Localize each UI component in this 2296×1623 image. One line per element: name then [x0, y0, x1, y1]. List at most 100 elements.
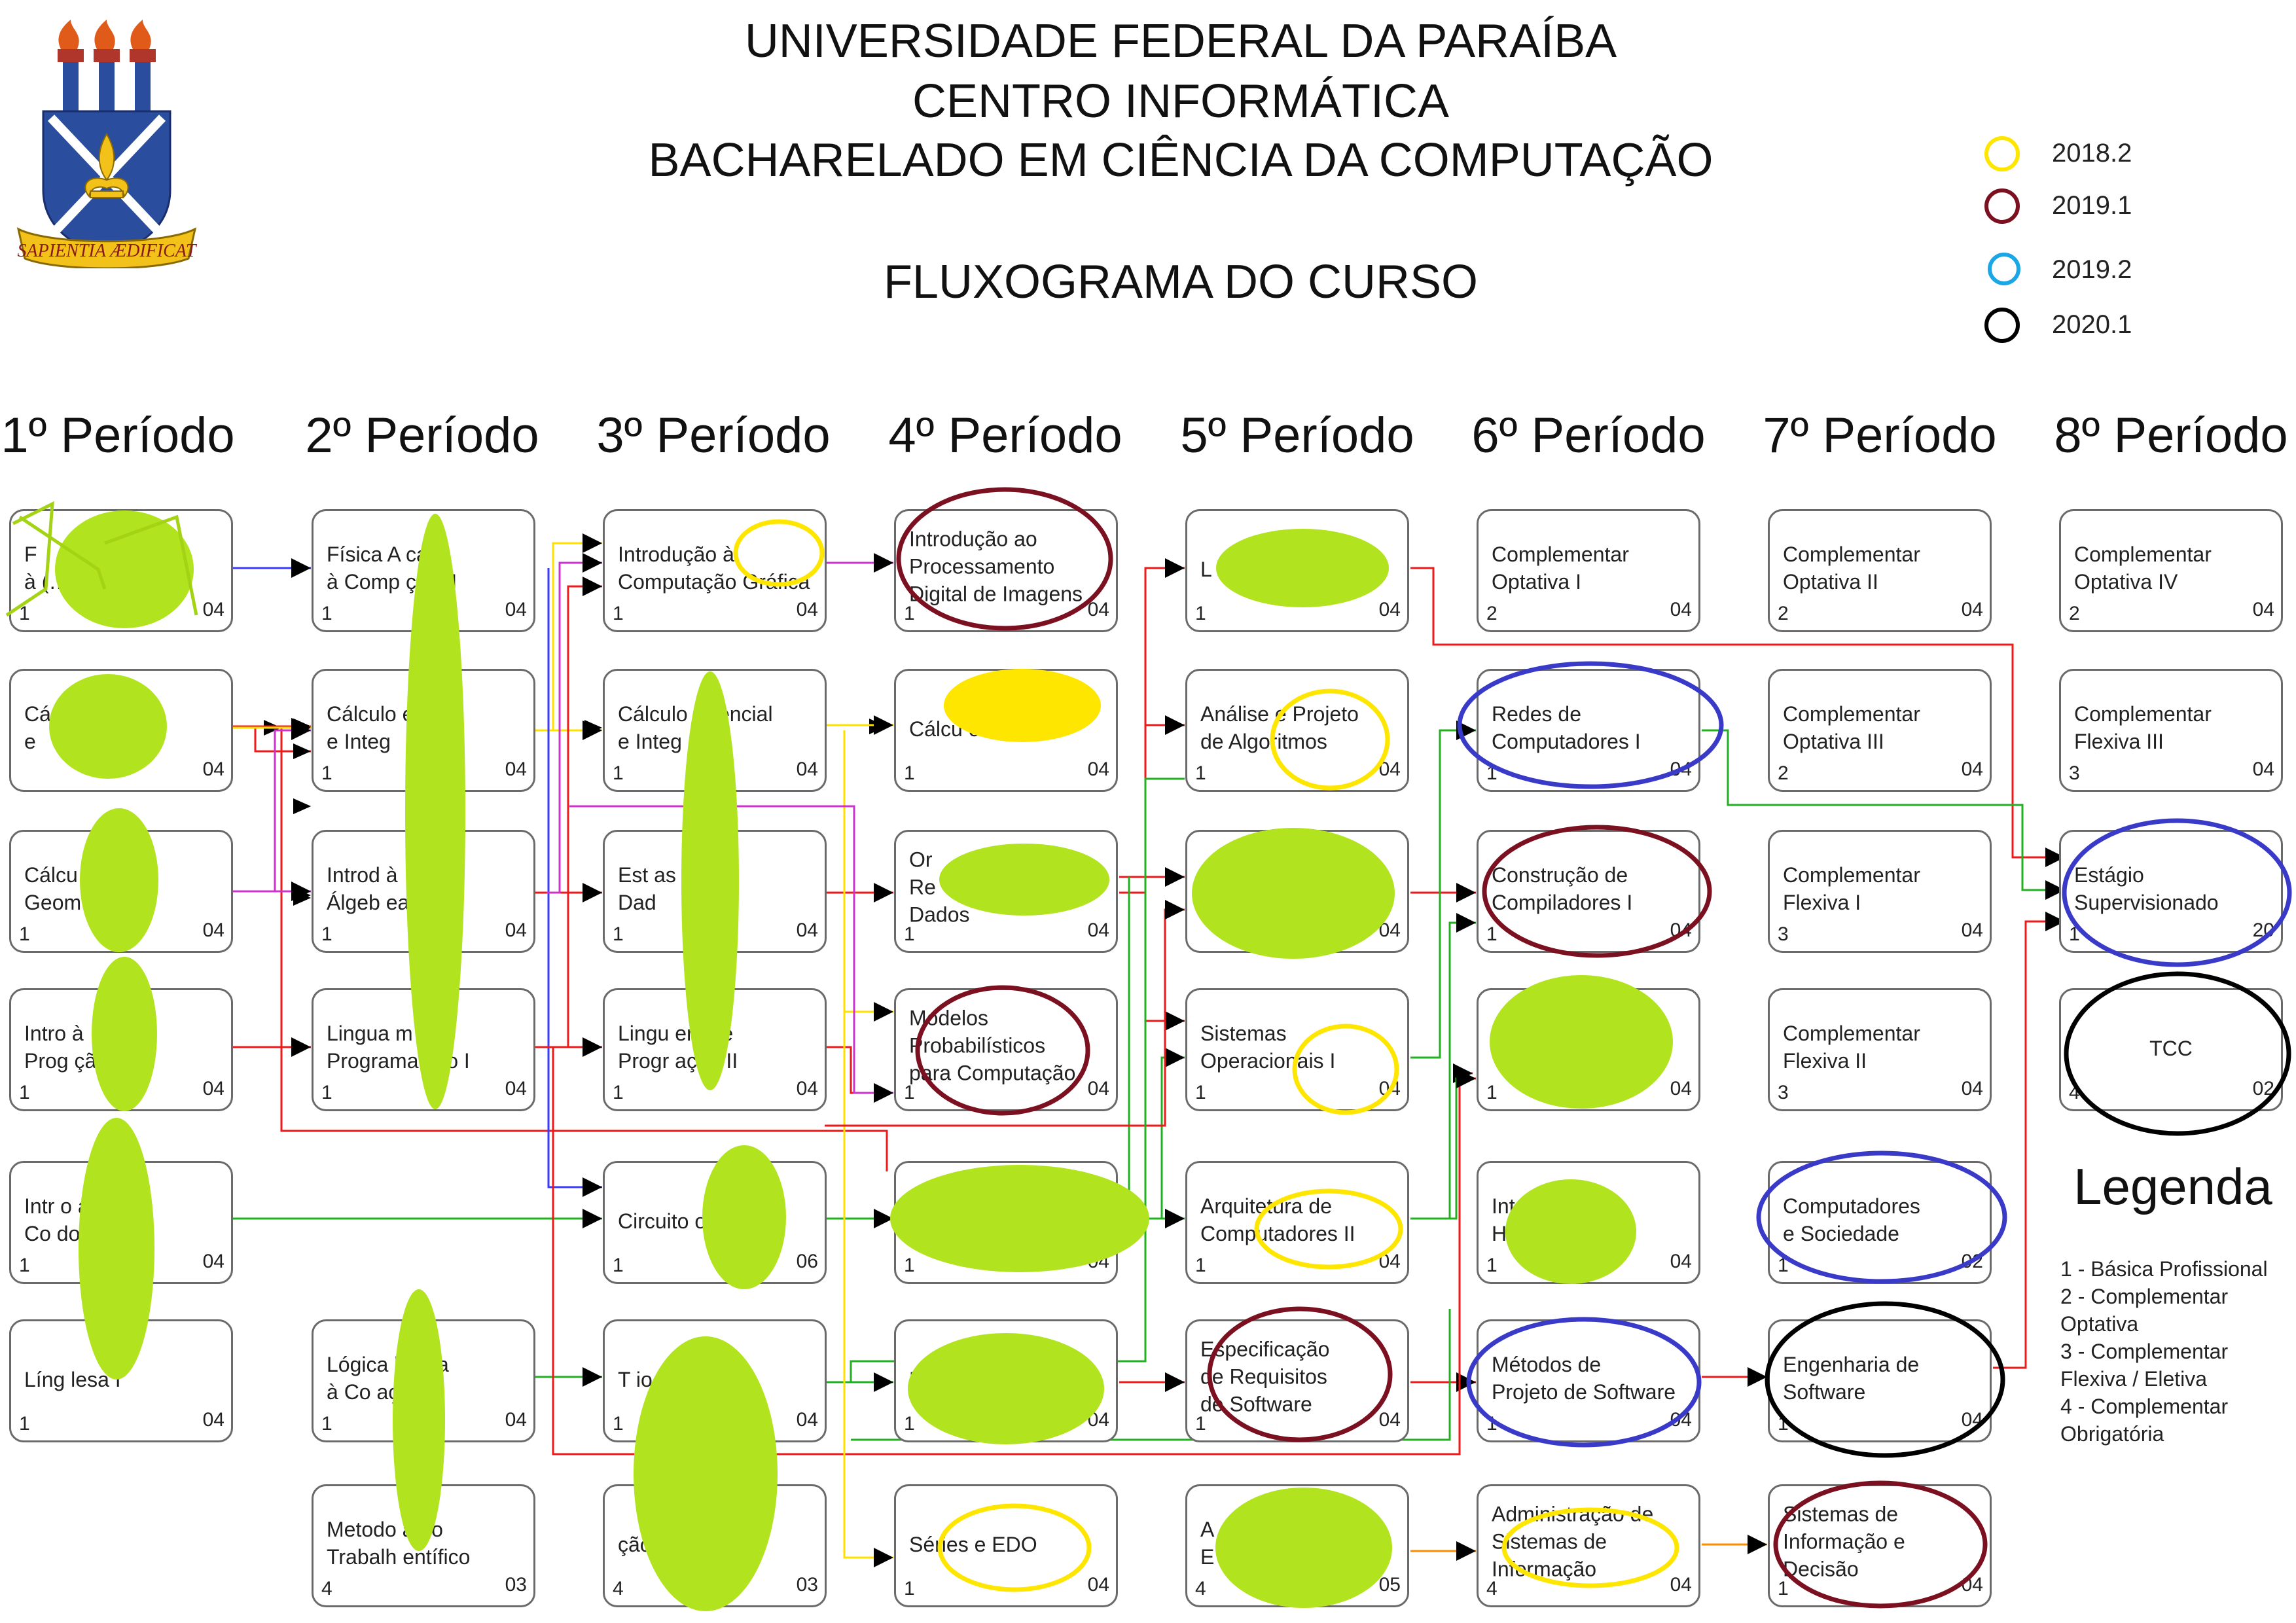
course-box[interactable]: Análise e Projeto de Algoritmos 1 04 [1185, 669, 1409, 792]
course-credits: 04 [202, 758, 224, 780]
course-box[interactable]: Complementar Optativa I 2 04 [1477, 509, 1700, 632]
course-credits: 04 [505, 1409, 527, 1431]
course-box[interactable]: Complementar Optativa II 2 04 [1768, 509, 1992, 632]
course-name: Intro à Prog ção [24, 1021, 109, 1073]
course-type: 2 [2069, 603, 2080, 624]
green-mark [1490, 975, 1673, 1109]
course-credits: 04 [505, 758, 527, 780]
course-type: 3 [1778, 1082, 1789, 1103]
course-credits: 04 [202, 1251, 224, 1272]
green-mark [1215, 1488, 1392, 1608]
green-mark [1192, 828, 1395, 959]
course-credits: 04 [796, 599, 818, 620]
legend-item: 1 - Básica Profissional [2060, 1257, 2268, 1281]
highlight-2019-1 [1207, 1306, 1393, 1442]
course-box[interactable]: Sistemas Operacionais I 1 04 [1185, 988, 1409, 1111]
course-credits: 04 [1378, 1409, 1401, 1431]
course-credits: 04 [1087, 599, 1109, 620]
year-legend-label: 2019.1 [2052, 191, 2132, 220]
course-type: 1 [1778, 1578, 1789, 1599]
year-legend-label: 2018.2 [2052, 139, 2132, 168]
highlight-2018-2 [1501, 1507, 1679, 1588]
course-type: 1 [1486, 1255, 1498, 1276]
course-box[interactable]: Redes de Computadores I 1 04 [1477, 669, 1700, 792]
connector-calc-cg [552, 533, 602, 730]
course-credits: 06 [796, 1251, 818, 1272]
course-type: 1 [19, 1255, 30, 1276]
course-type: 1 [1195, 603, 1206, 624]
course-box[interactable]: Complementar Flexiva I 3 04 [1768, 830, 1992, 953]
course-credits: 05 [1378, 1574, 1401, 1596]
course-credits: 04 [796, 758, 818, 780]
course-type: 1 [1195, 1413, 1206, 1435]
year-legend-circle-2018-2 [1984, 136, 2020, 171]
course-name: A E [1200, 1517, 1215, 1569]
course-box[interactable]: Complementar Optativa IV 2 04 [2059, 509, 2283, 632]
course-name: Introdução à Computação Gráfica [618, 542, 810, 594]
course-type: 1 [1195, 1082, 1206, 1103]
year-legend-label: 2020.1 [2052, 310, 2132, 339]
course-box[interactable]: Estágio Supervisionado 1 20 [2059, 830, 2283, 953]
course-credits: 04 [505, 1078, 527, 1099]
course-name: Computadores e Sociedade [1783, 1194, 1920, 1245]
course-box[interactable]: Introdução à Computação Gráfica 1 04 [603, 509, 827, 632]
course-credits: 04 [505, 919, 527, 941]
connector-l-lp [893, 1069, 1476, 1455]
course-type: 1 [613, 1082, 624, 1103]
course-type: 1 [321, 762, 332, 784]
course-box[interactable]: Métodos de Projeto de Software 1 04 [1477, 1319, 1700, 1442]
highlight-2018-2 [1270, 688, 1390, 791]
course-type: 1 [904, 1578, 915, 1599]
course-box[interactable]: Engenharia de Software 1 04 [1768, 1319, 1992, 1442]
scribble-mark [5, 501, 198, 617]
highlight-2019-1 [1482, 825, 1712, 958]
course-name: Redes de Computadores I [1492, 702, 1641, 753]
course-name: Construção de Compiladores I [1492, 863, 1633, 914]
connector-calc-series [843, 730, 893, 1567]
course-type: 1 [613, 1255, 624, 1276]
course-type: 1 [1195, 1255, 1206, 1276]
course-credits: 04 [202, 919, 224, 941]
course-box[interactable]: TCC 4 02 [2059, 988, 2283, 1111]
course-name: Estágio Supervisionado [2074, 863, 2219, 914]
course-name: Sistemas Operacionais I [1200, 1021, 1336, 1073]
legend-title: Legenda [2073, 1158, 2272, 1215]
highlight-2018-2 [1254, 1188, 1403, 1270]
course-type: 3 [2069, 762, 2080, 784]
green-mark [79, 1118, 154, 1380]
period-header-7: 7º Período [1763, 408, 1997, 463]
green-mark [49, 674, 167, 779]
course-box[interactable]: Arquitetura de Computadores II 1 04 [1185, 1161, 1409, 1284]
course-type: 1 [321, 603, 332, 624]
year-legend-label: 2019.2 [2052, 255, 2132, 284]
course-type: 1 [19, 1413, 30, 1435]
course-type: 2 [1778, 603, 1789, 624]
highlight-2018-2 [733, 519, 825, 587]
course-type: 1 [1486, 1082, 1498, 1103]
course-box[interactable]: Complementar Flexiva II 3 04 [1768, 988, 1992, 1111]
course-credits: 04 [1961, 919, 1983, 941]
course-credits: 04 [2252, 758, 2274, 780]
period-header-3: 3º Período [596, 408, 831, 463]
course-box[interactable]: Complementar Optativa III 2 04 [1768, 669, 1992, 792]
course-type: 1 [321, 1413, 332, 1435]
legend-item: 3 - Complementar Flexiva / Eletiva [2060, 1340, 2229, 1391]
course-name: Complementar Flexiva II [1783, 1021, 1920, 1073]
highlight-2019-1 [896, 487, 1113, 631]
course-type: 4 [1195, 1578, 1206, 1599]
green-mark [405, 514, 465, 1109]
course-name: Complementar Optativa IV [2074, 542, 2212, 594]
page-title: FLUXOGRAMA DO CURSO [883, 256, 1479, 308]
course-box[interactable]: Complementar Flexiva III 3 04 [2059, 669, 2283, 792]
fleur-de-lis-icon [84, 133, 129, 198]
green-mark [92, 957, 157, 1111]
course-credits: 03 [505, 1574, 527, 1596]
course-name: Complementar Optativa II [1783, 542, 1920, 594]
course-credits: 04 [1087, 919, 1109, 941]
course-type: 1 [904, 1413, 915, 1435]
connector-ord-l [1119, 558, 1185, 894]
course-box[interactable]: Computadores e Sociedade 1 02 [1768, 1161, 1992, 1284]
year-legend-circle-2020-1 [1984, 308, 2020, 343]
